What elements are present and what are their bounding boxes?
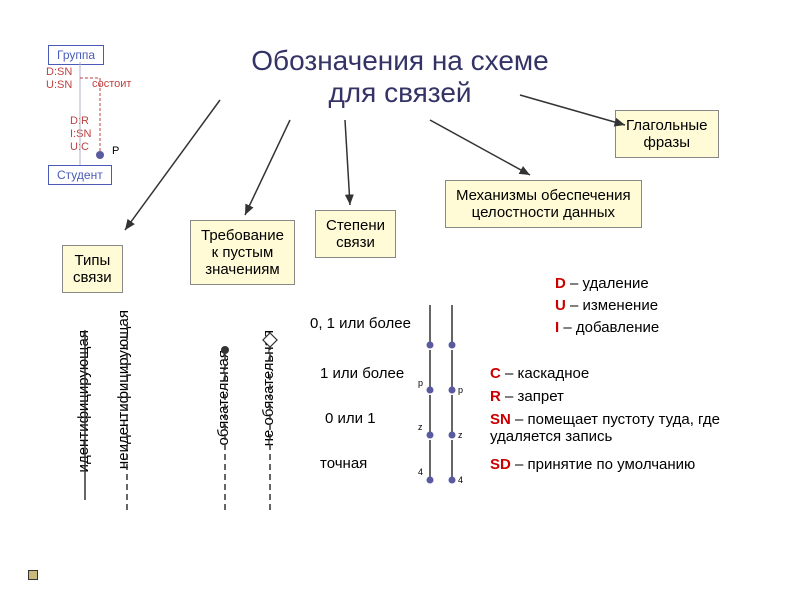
legend-i: I – добавление: [555, 319, 659, 336]
legend-sd: SD – принятие по умолчанию: [490, 456, 695, 473]
p-label: P: [112, 145, 119, 158]
legend-r: R – запрет: [490, 388, 564, 405]
title-line2: для связей: [328, 77, 471, 108]
card-01: 0 или 1: [325, 410, 376, 427]
svg-text:p: p: [418, 378, 423, 388]
slide-bullet: [28, 570, 38, 580]
svg-text:z: z: [458, 430, 463, 440]
svg-text:4: 4: [418, 467, 423, 477]
svg-text:z: z: [418, 422, 423, 432]
title-line1: Обозначения на схеме: [251, 45, 548, 76]
vert-mandatory: обязательная: [215, 350, 232, 445]
codes-top: D:SN U:SN: [46, 66, 72, 92]
svg-text:4: 4: [458, 475, 463, 485]
vert-identifying: идентифицирующая: [75, 330, 92, 472]
box-mechanisms: Механизмы обеспечения целостности данных: [445, 180, 642, 228]
card-01more: 0, 1 или более: [310, 315, 411, 332]
vert-optional: не обязательная: [260, 330, 277, 446]
box-degrees: Степени связи: [315, 210, 396, 258]
verb-label: состоит: [92, 78, 131, 91]
box-requirement: Требование к пустым значениям: [190, 220, 295, 285]
codes-bottom: D:R I:SN U:C: [70, 115, 91, 155]
legend-c: C – каскадное: [490, 365, 589, 382]
legend-sn: SN – помещает пустоту туда, где удаляетс…: [490, 411, 770, 445]
box-types: Типы связи: [62, 245, 123, 293]
vert-nonidentifying: неидентифицирующая: [115, 310, 132, 469]
legend-d: D – удаление: [555, 275, 649, 292]
entity-student: Студент: [48, 165, 112, 185]
card-1more: 1 или более: [320, 365, 404, 382]
entity-group: Группа: [48, 45, 104, 65]
legend-u: U – изменение: [555, 297, 658, 314]
card-exact: точная: [320, 455, 367, 472]
box-verbal: Глагольные фразы: [615, 110, 719, 158]
svg-text:p: p: [458, 385, 463, 395]
